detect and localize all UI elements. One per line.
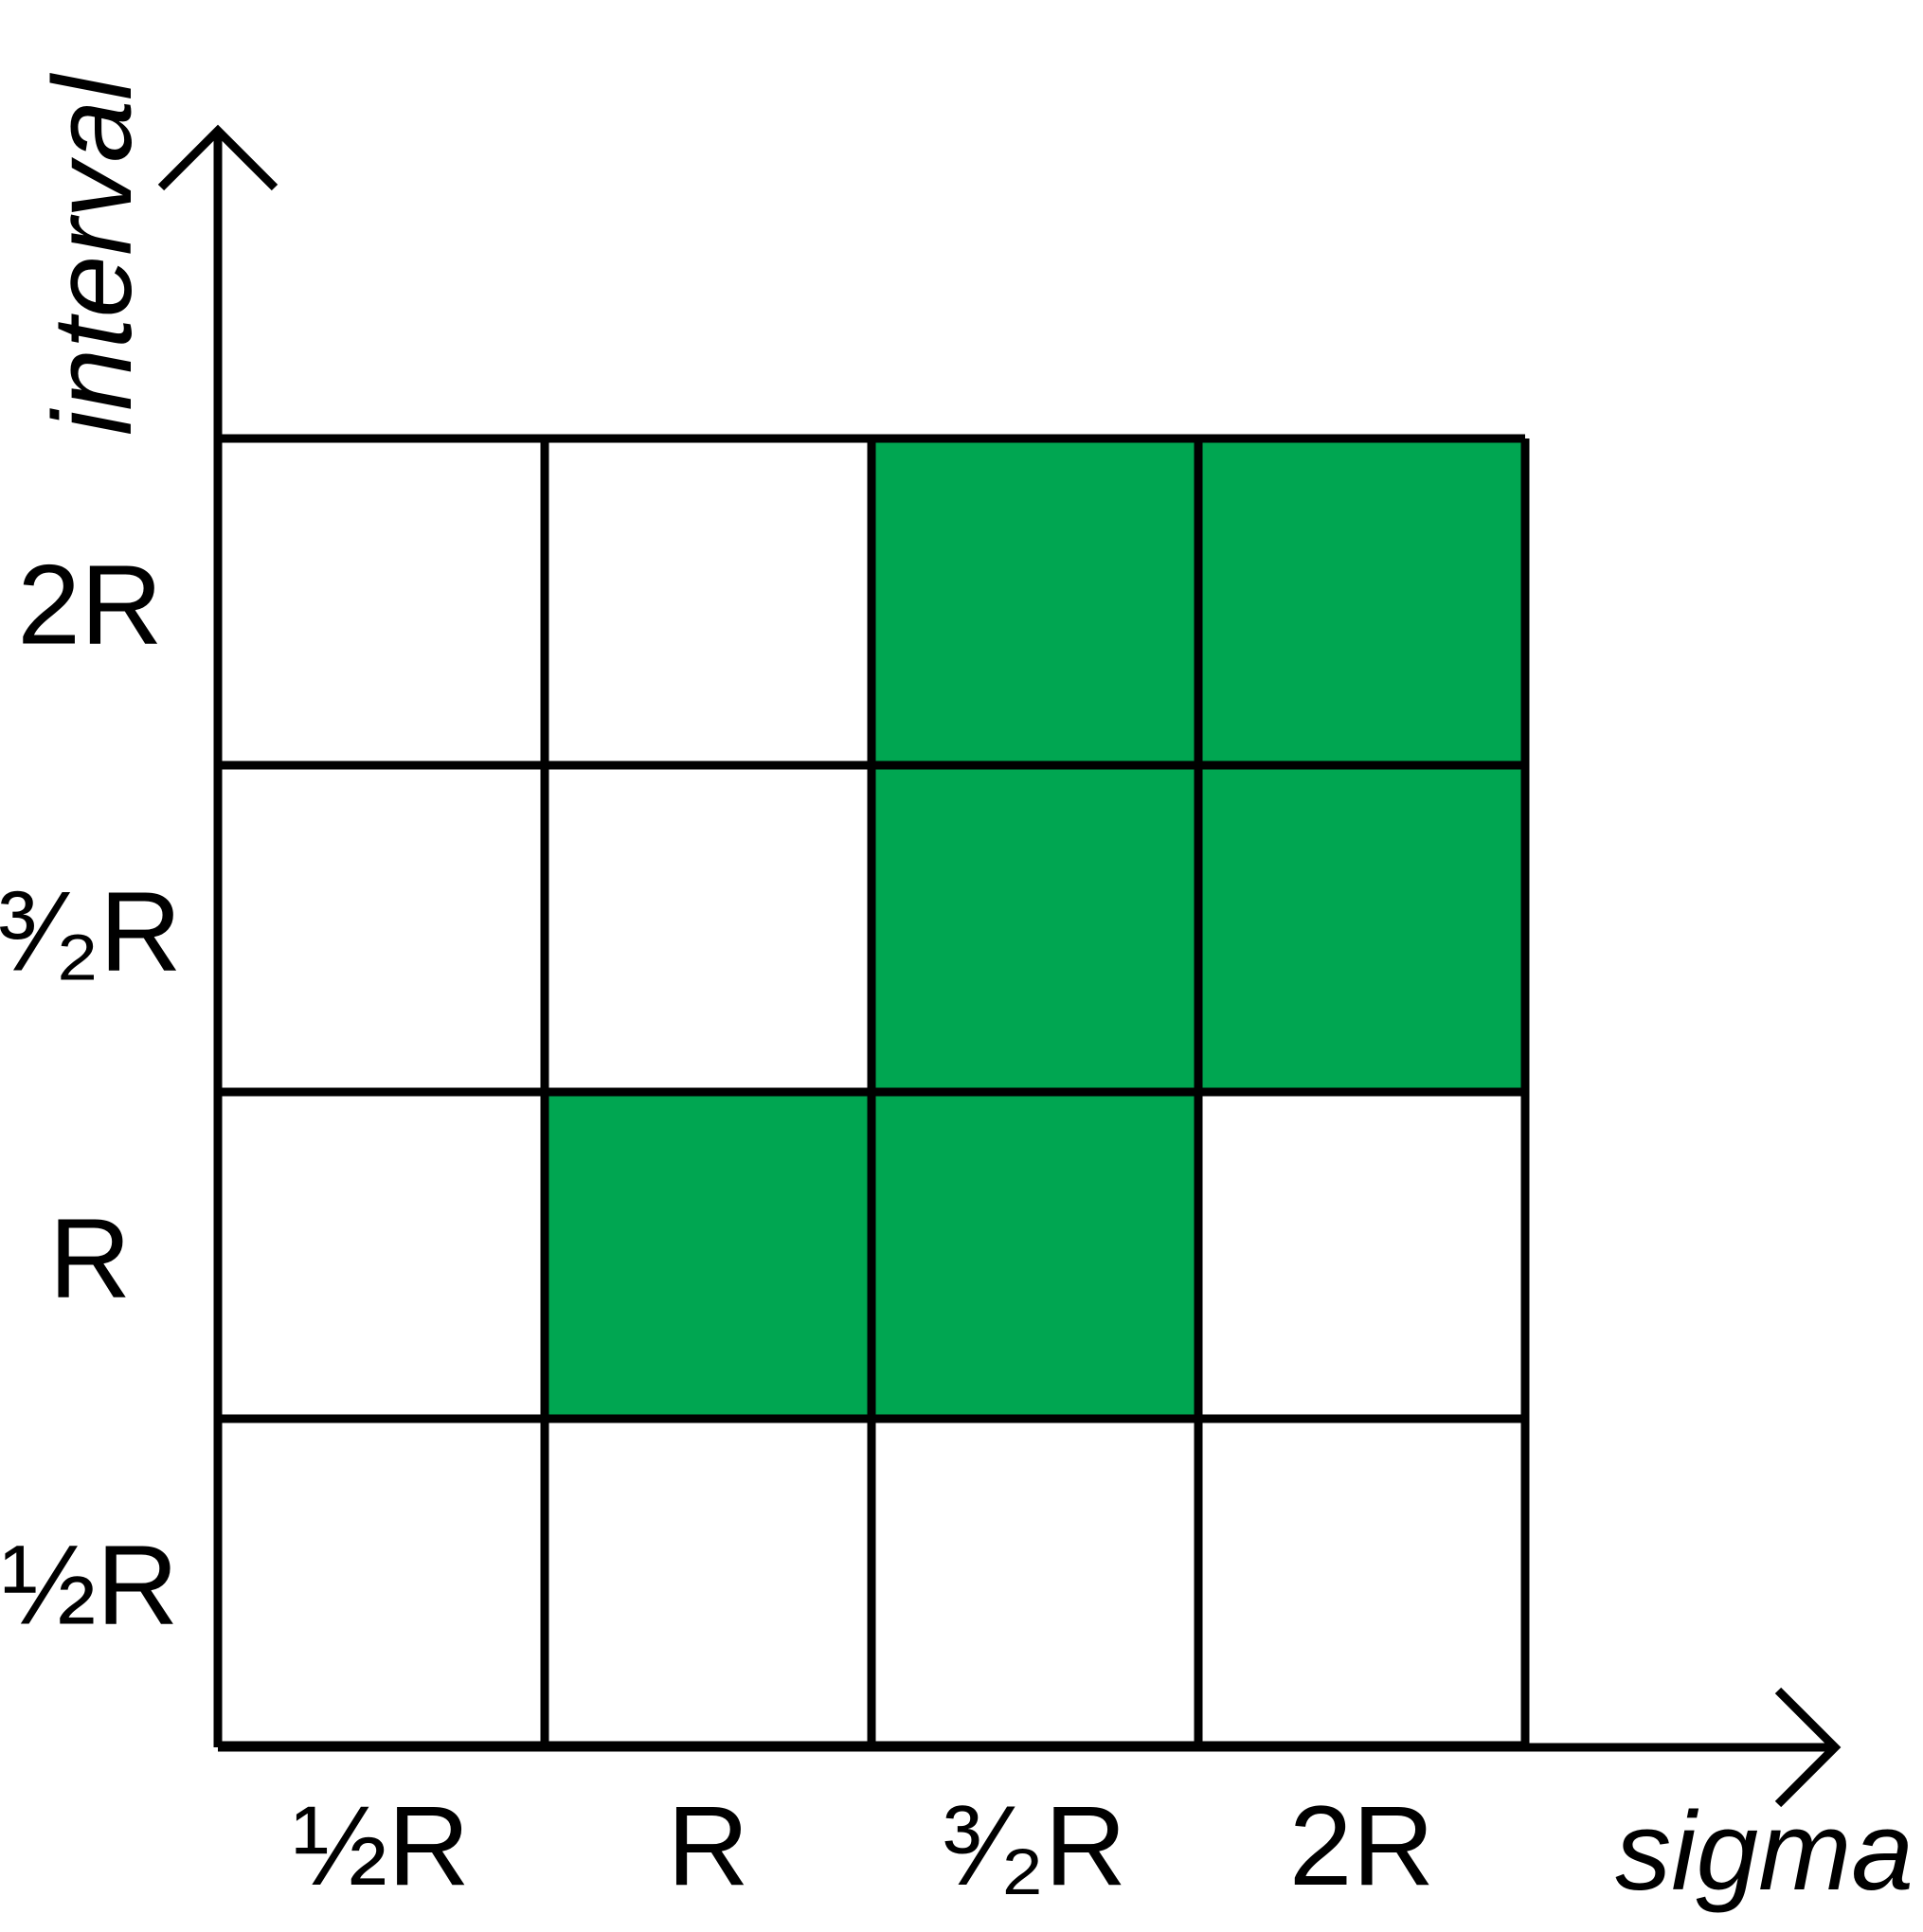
empty-cell-sigma-1-interval-4 (218, 438, 545, 765)
y-tick-label: ³⁄₂R (0, 868, 182, 995)
y-tick-label: 2R (17, 542, 162, 669)
y-axis-arrowhead (157, 124, 279, 191)
empty-cell-sigma-3-interval-1 (872, 1419, 1198, 1745)
highlighted-cell-sigma-3-interval-3 (872, 765, 1198, 1092)
highlighted-cell-sigma-2-interval-2 (545, 1092, 872, 1419)
highlighted-cell-sigma-4-interval-4 (1198, 438, 1525, 765)
y-tick-labels: ½R R ³⁄₂R 2R (0, 542, 182, 1649)
x-tick-label: R (667, 1782, 749, 1909)
empty-cell-sigma-2-interval-1 (545, 1419, 872, 1745)
y-axis-title: interval (30, 73, 155, 436)
empty-cell-sigma-2-interval-3 (545, 765, 872, 1092)
empty-cell-sigma-2-interval-4 (545, 438, 872, 765)
x-tick-label: 2R (1289, 1782, 1434, 1909)
x-tick-labels: ½R R ³⁄₂R 2R (293, 1782, 1434, 1909)
empty-cell-sigma-4-interval-2 (1198, 1092, 1525, 1419)
highlighted-cell-sigma-3-interval-4 (872, 438, 1198, 765)
y-tick-label: R (49, 1195, 132, 1322)
x-tick-label: ½R (293, 1782, 470, 1909)
grid-cells (218, 438, 1525, 1745)
empty-cell-sigma-1-interval-1 (218, 1419, 545, 1745)
highlighted-cell-sigma-4-interval-3 (1198, 765, 1525, 1092)
highlighted-cell-sigma-3-interval-2 (872, 1092, 1198, 1419)
x-axis-arrowhead (1774, 1687, 1842, 1808)
x-axis-title: sigma (1615, 1789, 1914, 1914)
empty-cell-sigma-1-interval-2 (218, 1092, 545, 1419)
x-tick-label: ³⁄₂R (944, 1782, 1126, 1909)
empty-cell-sigma-1-interval-3 (218, 765, 545, 1092)
axes (157, 124, 1842, 1808)
y-tick-label: ½R (2, 1522, 179, 1649)
empty-cell-sigma-4-interval-1 (1198, 1419, 1525, 1745)
